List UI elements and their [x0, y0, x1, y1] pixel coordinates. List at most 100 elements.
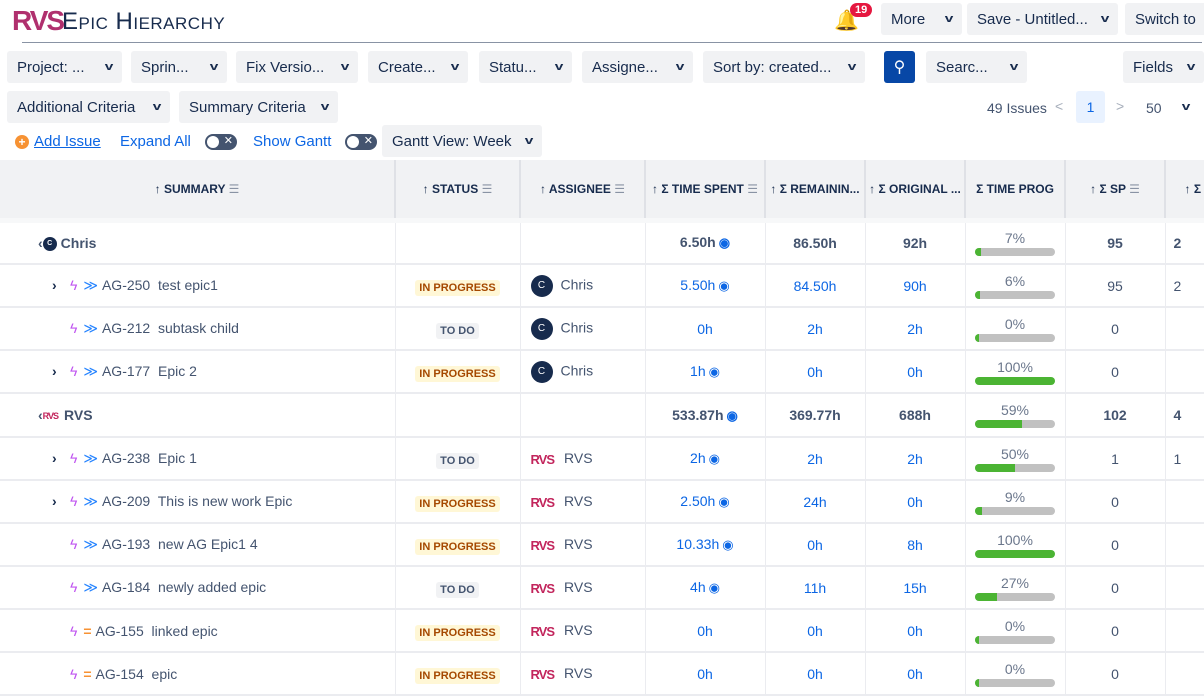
- assignee-cell[interactable]: RVS RVS: [520, 609, 646, 653]
- show-gantt-link[interactable]: Show Gantt: [253, 133, 332, 150]
- issue-key[interactable]: AG-193: [101, 536, 151, 552]
- expand-icon[interactable]: ›: [52, 493, 57, 509]
- issue-summary[interactable]: linked epic: [151, 622, 218, 639]
- issue-summary[interactable]: new AG Epic1 4: [158, 536, 258, 552]
- expand-icon[interactable]: ›: [52, 363, 57, 379]
- collapse-icon[interactable]: ‹: [38, 407, 43, 423]
- issue-summary[interactable]: subtask child: [158, 320, 239, 336]
- eye-icon[interactable]: ◉: [718, 494, 730, 509]
- time-spent-cell: 0h: [645, 307, 766, 351]
- filter-icon[interactable]: ☰: [228, 181, 240, 196]
- filter-icon[interactable]: ☰: [747, 181, 758, 196]
- eye-icon[interactable]: ◉: [722, 537, 734, 552]
- save-button[interactable]: Save - Untitled... v: [967, 3, 1118, 35]
- eye-icon[interactable]: ◉: [708, 451, 720, 466]
- add-issue-link[interactable]: Add Issue: [34, 133, 101, 150]
- search-button[interactable]: ⚲: [884, 51, 915, 83]
- issue-summary[interactable]: newly added epic: [158, 579, 267, 595]
- group-cell[interactable]: ‹ C Chris: [0, 220, 396, 265]
- group-name: RVS: [64, 407, 93, 423]
- eye-icon[interactable]: ◉: [726, 407, 738, 423]
- filter-dropdown[interactable]: Create... v: [368, 51, 468, 83]
- eye-icon[interactable]: ◉: [708, 580, 720, 595]
- additional-criteria-dropdown[interactable]: Additional Criteria v: [7, 91, 170, 123]
- filter-dropdown[interactable]: Sort by: created... v: [703, 51, 865, 83]
- search-filter-dropdown[interactable]: Searc... v: [926, 51, 1027, 83]
- status-badge[interactable]: TO DO: [436, 322, 479, 339]
- filter-dropdown[interactable]: Project: ... v: [7, 51, 122, 83]
- status-badge[interactable]: IN PROGRESS: [415, 538, 500, 555]
- time-spent-cell: 0h: [645, 609, 766, 653]
- expand-icon[interactable]: ›: [52, 277, 57, 293]
- column-header[interactable]: ↑ Σ SP ☰: [1065, 160, 1166, 223]
- issue-summary[interactable]: Epic 1: [158, 450, 197, 466]
- summary-criteria-dropdown[interactable]: Summary Criteria v: [179, 91, 338, 123]
- per-page-select[interactable]: 50: [1146, 100, 1162, 116]
- group-cell[interactable]: ‹RVS RVS: [0, 393, 396, 438]
- page-1-button[interactable]: 1: [1076, 91, 1105, 123]
- assignee-cell[interactable]: RVS RVS: [520, 566, 646, 610]
- issue-key[interactable]: AG-250: [101, 277, 151, 293]
- issue-key[interactable]: AG-238: [101, 450, 151, 466]
- filter-icon[interactable]: ☰: [1129, 181, 1140, 196]
- column-header[interactable]: ↑ Σ REMAININ...: [765, 160, 866, 223]
- issue-key[interactable]: AG-184: [101, 579, 151, 595]
- eye-icon[interactable]: ◉: [708, 364, 720, 379]
- filter-dropdown[interactable]: Fix Versio... v: [236, 51, 358, 83]
- status-badge[interactable]: TO DO: [436, 581, 479, 598]
- chevron-down-icon[interactable]: v: [1181, 101, 1191, 113]
- assignee-cell[interactable]: RVS RVS: [520, 480, 646, 524]
- expand-all-toggle[interactable]: ✕: [205, 134, 237, 150]
- original-cell: 8h: [865, 523, 966, 567]
- column-header[interactable]: ↑ Σ SP: [1165, 160, 1204, 223]
- issue-key[interactable]: AG-154: [95, 665, 144, 682]
- status-badge[interactable]: TO DO: [436, 452, 479, 469]
- column-header[interactable]: ↑ STATUS ☰: [395, 160, 521, 223]
- status-badge[interactable]: IN PROGRESS: [415, 279, 500, 296]
- status-badge[interactable]: IN PROGRESS: [415, 667, 500, 684]
- expand-icon[interactable]: ›: [52, 450, 57, 466]
- column-header[interactable]: ↑ Σ TIME SPENT ☰: [645, 160, 766, 223]
- assignee-cell[interactable]: RVS RVS: [520, 523, 646, 567]
- collapse-icon[interactable]: ‹: [38, 234, 43, 251]
- sp-cell: 0: [1065, 523, 1166, 567]
- filter-dropdown[interactable]: Assigne... v: [582, 51, 693, 83]
- show-gantt-toggle[interactable]: ✕: [345, 134, 377, 150]
- prev-page-icon[interactable]: <: [1055, 98, 1064, 114]
- column-header[interactable]: ↑ SUMMARY ☰: [0, 160, 396, 223]
- status-badge[interactable]: IN PROGRESS: [415, 624, 500, 641]
- issue-summary[interactable]: Epic 2: [158, 363, 197, 379]
- more-button[interactable]: More v: [881, 3, 962, 35]
- column-header[interactable]: ↑ ASSIGNEE ☰: [520, 160, 646, 223]
- issue-summary[interactable]: test epic1: [158, 277, 218, 293]
- filter-dropdown[interactable]: Sprin... v: [131, 51, 227, 83]
- avatar: C: [530, 274, 553, 297]
- column-header[interactable]: ↑ Σ ORIGINAL ...: [865, 160, 966, 223]
- expand-all-link[interactable]: Expand All: [120, 133, 191, 150]
- filter-icon[interactable]: ☰: [481, 181, 493, 196]
- summary-cell: › ϟ ≫ AG-177 Epic 2: [0, 350, 396, 394]
- gantt-view-dropdown[interactable]: Gantt View: Week v: [382, 125, 542, 157]
- status-badge[interactable]: IN PROGRESS: [415, 495, 500, 512]
- issue-key[interactable]: AG-209: [101, 493, 151, 509]
- fields-button[interactable]: Fields v: [1123, 51, 1204, 83]
- issue-summary[interactable]: This is new work Epic: [157, 493, 293, 509]
- next-page-icon[interactable]: >: [1116, 98, 1125, 114]
- column-header[interactable]: Σ TIME PROG: [965, 160, 1066, 223]
- assignee-cell[interactable]: C Chris: [520, 264, 646, 308]
- assignee-cell[interactable]: RVS RVS: [520, 437, 646, 481]
- switch-to-button[interactable]: Switch to: [1125, 3, 1204, 35]
- status-badge[interactable]: IN PROGRESS: [415, 365, 500, 382]
- issue-summary[interactable]: epic: [151, 665, 178, 682]
- issue-key[interactable]: AG-155: [95, 622, 144, 639]
- assignee-cell[interactable]: C Chris: [520, 350, 646, 394]
- eye-icon[interactable]: ◉: [718, 235, 731, 251]
- filter-icon[interactable]: ☰: [614, 181, 625, 196]
- progress-bar: [975, 635, 1055, 644]
- issue-key[interactable]: AG-212: [101, 320, 151, 336]
- assignee-cell[interactable]: C Chris: [520, 307, 646, 351]
- issue-key[interactable]: AG-177: [101, 363, 151, 379]
- eye-icon[interactable]: ◉: [718, 278, 730, 293]
- assignee-cell[interactable]: RVS RVS: [520, 652, 646, 696]
- filter-dropdown[interactable]: Statu... v: [479, 51, 572, 83]
